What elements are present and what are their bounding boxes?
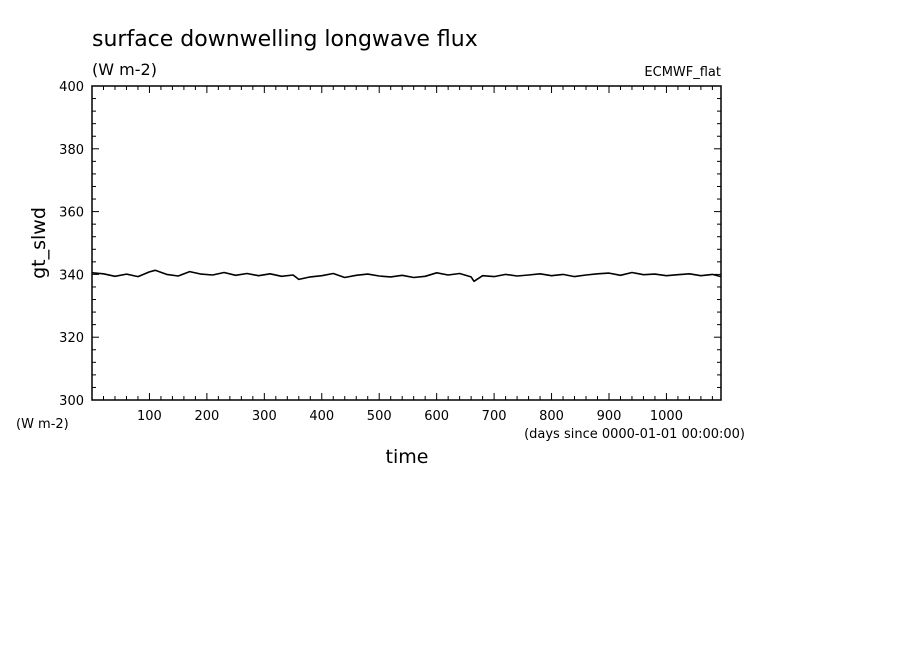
- plot-frame: [91, 85, 722, 401]
- y-tick-label: 360: [59, 206, 84, 221]
- y-tick-label: 380: [59, 143, 84, 158]
- x-tick-label: 200: [194, 409, 219, 424]
- title-units: (W m-2): [92, 60, 157, 79]
- x-tick-label: 100: [137, 409, 162, 424]
- x-units-note: (days since 0000-01-01 00:00:00): [524, 427, 745, 442]
- y-tick-label: 340: [59, 268, 84, 283]
- y-units-note: (W m-2): [16, 417, 69, 432]
- tick-marks: [92, 85, 721, 401]
- series-line: [91, 269, 722, 283]
- x-tick-labels: 100 200 300 400 500 600 700 800 900 1000: [137, 409, 683, 424]
- x-tick-label: 300: [252, 409, 277, 424]
- y-tick-label: 320: [59, 331, 84, 346]
- y-axis-label: gt_slwd: [28, 207, 50, 279]
- dataset-label: ECMWF_flat: [644, 65, 721, 80]
- x-tick-label: 900: [597, 409, 622, 424]
- y-tick-label: 300: [59, 394, 84, 409]
- x-tick-label: 700: [482, 409, 507, 424]
- x-axis-label: time: [386, 446, 429, 468]
- x-tick-label: 1000: [650, 409, 683, 424]
- x-tick-label: 600: [424, 409, 449, 424]
- y-tick-labels: 300 320 340 360 380 400: [59, 80, 84, 409]
- x-tick-label: 500: [367, 409, 392, 424]
- y-tick-label: 400: [59, 80, 84, 95]
- chart-title: surface downwelling longwave flux: [92, 27, 478, 52]
- x-tick-label: 800: [539, 409, 564, 424]
- x-tick-label: 400: [309, 409, 334, 424]
